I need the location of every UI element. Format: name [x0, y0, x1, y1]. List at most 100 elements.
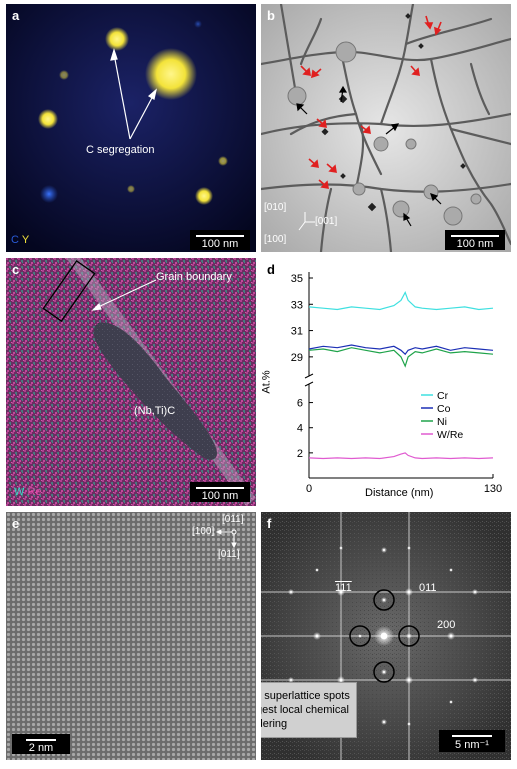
panel-label: a: [12, 8, 20, 23]
axis-break-mark: [304, 381, 314, 387]
diffraction-spot-core: [474, 679, 476, 681]
scale-bar-label: 100 nm: [201, 490, 239, 502]
c-particle: [194, 20, 202, 28]
y-tick-label: 31: [291, 326, 303, 338]
legend-y: Y: [21, 234, 30, 246]
note-box: No evidence for superlattice spots that …: [261, 682, 357, 738]
x-tick-label: 0: [306, 483, 312, 495]
grain-boundary-label: Grain boundary: [156, 271, 232, 283]
diffraction-spot-core: [407, 590, 411, 594]
red-arrows: [300, 15, 442, 189]
diffraction-spot-core: [383, 721, 385, 723]
series-line-co: [308, 344, 494, 356]
scale-bar: 100 nm: [190, 482, 250, 502]
diffraction-spot-core: [449, 634, 453, 638]
diffraction-spot-core: [450, 701, 452, 703]
spot-label-200: 200: [437, 619, 456, 631]
axis-label-010: [010]: [264, 202, 287, 213]
annotation-label: C segregation: [86, 144, 155, 156]
diffraction-spot-core: [408, 635, 410, 637]
legend-label: W/Re: [437, 429, 463, 441]
c-particle: [105, 27, 129, 51]
c-particle: [127, 185, 135, 193]
c-particle: [218, 156, 228, 166]
panel-d: d 35 33 31 29 6 4 2 0 130 Cr Co Ni W/Re At.% Distan…: [261, 258, 511, 506]
scale-bar: 100 nm: [190, 230, 250, 250]
panel-c-image: [6, 258, 256, 506]
diffraction-spot-core: [316, 569, 318, 571]
x-tick-label: 130: [484, 483, 502, 495]
series-line-ni: [308, 347, 494, 368]
diffraction-spot-core: [474, 591, 476, 593]
diffraction-spot-core: [290, 591, 292, 593]
diffraction-spot-core: [339, 678, 343, 682]
direction-label-011: [011]: [222, 514, 244, 525]
scale-bar-label: 2 nm: [28, 742, 54, 754]
series-line-cr: [308, 291, 494, 311]
precipitate-label: (Nb,Ti)C: [134, 405, 176, 417]
panel-label: e: [12, 516, 20, 531]
direction-text-100: [100]: [192, 526, 215, 537]
spot-label-011: 011: [419, 582, 437, 594]
legend-label: Co: [437, 403, 451, 415]
axis-break-mark: [304, 373, 314, 379]
y-tick-label: 35: [291, 273, 303, 285]
c-particle: [145, 48, 197, 100]
panel-a-image: [6, 4, 256, 252]
direction-label-100: [100]: [192, 526, 214, 537]
y-axis-label: At.%: [261, 370, 273, 394]
panel-e: e [011] [100] [011] 2 nm: [6, 512, 256, 760]
legend-re: Re: [27, 486, 42, 498]
diffraction-spot-core: [407, 678, 411, 682]
scale-bar: 100 nm: [445, 230, 505, 250]
panel-label: f: [267, 516, 272, 531]
y-tick-label: 4: [297, 423, 303, 435]
panel-e-image: [6, 512, 256, 760]
legend-w: W: [14, 486, 25, 498]
legend: W Re: [14, 486, 42, 498]
diffraction-spot-core: [315, 634, 319, 638]
diffraction-spot-core: [383, 549, 385, 551]
diffraction-spot-core: [408, 723, 410, 725]
diffraction-spot-core: [383, 671, 385, 673]
scale-bar-label: 100 nm: [201, 238, 239, 250]
panel-label: b: [267, 8, 275, 23]
diffraction-spot-core: [290, 679, 292, 681]
panel-f: f 111 011 200 No evidence for superlatti…: [261, 512, 511, 760]
legend-label: Cr: [437, 390, 449, 402]
line-scan-box: [42, 260, 96, 322]
direction-label-01bar1: [011]: [218, 549, 240, 560]
scale-bar-label: 5 nm⁻¹: [455, 739, 489, 751]
panel-label: c: [12, 262, 20, 277]
diffraction-spot-core: [408, 547, 410, 549]
diffraction-spot-core: [359, 635, 361, 637]
precipitate: [93, 322, 217, 460]
y-tick-label: 29: [291, 352, 303, 364]
c-particle: [40, 185, 58, 203]
panel-b-image: [261, 4, 511, 252]
y-tick-label: 33: [291, 299, 303, 311]
diffraction-spot-core: [380, 632, 388, 640]
y-tick-label: 2: [297, 448, 303, 460]
panel-b: b [010] [001] [100] 100 nm: [261, 4, 511, 252]
scale-bar: 5 nm⁻¹: [439, 730, 505, 752]
spot-label-111: 111: [335, 582, 352, 594]
scale-bar-label: 100 nm: [456, 238, 494, 250]
panel-c: c Grain boundary (Nb,Ti)C W Re 100 nm: [6, 258, 256, 506]
scale-bar: 2 nm: [12, 734, 70, 754]
y-tick-label: 6: [297, 398, 303, 410]
c-particle: [59, 70, 69, 80]
legend-label: Ni: [437, 416, 447, 428]
diffraction-spot-core: [450, 569, 452, 571]
c-particle: [195, 187, 213, 205]
legend: C Y: [11, 234, 29, 246]
black-arrows: [296, 85, 442, 227]
c-particle: [38, 109, 58, 129]
legend-c: C: [11, 234, 19, 246]
series-line-wre: [308, 452, 494, 460]
diffraction-spot-core: [340, 547, 342, 549]
diffraction-spot-core: [339, 590, 343, 594]
axis-label-100: [100]: [264, 234, 287, 245]
x-axis-label: Distance (nm): [365, 487, 434, 499]
